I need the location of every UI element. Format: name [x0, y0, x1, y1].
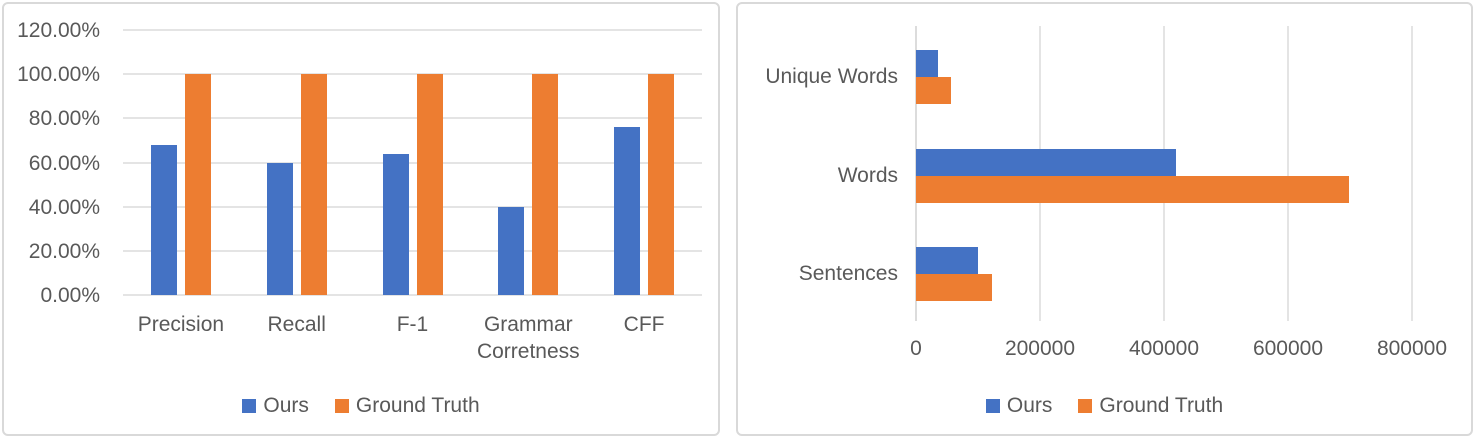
- gridline: [1411, 26, 1413, 321]
- bar-ground-truth: [916, 77, 952, 105]
- y-axis-tick-label: 100.00%: [17, 63, 100, 87]
- x-axis-tick-label: 200000: [1004, 337, 1076, 360]
- y-axis-tick-label: 20.00%: [28, 239, 100, 263]
- bar-ours: [916, 246, 978, 274]
- x-axis-tick-label: 600000: [1252, 337, 1324, 360]
- counts-bar-chart: 0 200000 400000 600000 800000 Unique Words Wor…: [738, 4, 1471, 434]
- bar-ours: [916, 50, 938, 78]
- x-axis-category-label: Grammar Corretness: [476, 313, 580, 363]
- y-axis-tick-label: 60.00%: [28, 151, 100, 175]
- gridline: [123, 294, 702, 296]
- x-axis-category-label: F-1: [396, 313, 429, 336]
- gridline: [123, 73, 702, 76]
- bar-ours: [382, 153, 409, 295]
- legend-item-ours: Ours: [242, 395, 309, 416]
- y-axis-tick-label: 120.00%: [17, 19, 100, 42]
- x-axis-category-label: CFF: [623, 313, 665, 336]
- x-axis-category-label: Precision: [137, 313, 225, 336]
- legend-item-ground-truth: Ground Truth: [334, 394, 480, 417]
- legend-label: Ground Truth: [355, 394, 480, 417]
- legend-label: Ours: [263, 394, 309, 417]
- bar-ground-truth: [184, 74, 211, 295]
- x-axis-category-label: Recall: [267, 313, 326, 336]
- gridline: [123, 205, 702, 208]
- y-axis-tick-label: 0.00%: [40, 284, 100, 307]
- legend-item-ours: Ours: [985, 394, 1053, 417]
- counts-chart-panel: 0 200000 400000 600000 800000 Unique Words Wor…: [736, 2, 1473, 436]
- y-axis-category-label: Unique Words: [765, 65, 898, 89]
- bar-ours: [614, 127, 641, 295]
- legend-label: Ground Truth: [1099, 394, 1224, 417]
- y-axis-tick-label: 40.00%: [28, 195, 100, 219]
- x-axis-tick-label: 400000: [1128, 337, 1200, 360]
- y-axis-category-label: Words: [837, 163, 898, 187]
- bar-ground-truth: [300, 74, 327, 295]
- bar-ours: [266, 162, 293, 295]
- bar-ours: [498, 206, 525, 295]
- metrics-chart-panel: 0.00% 20.00% 40.00% 60.00% 80.00% 100.00% 120.…: [2, 2, 720, 436]
- counts-chart-legend: Ours Ground Truth: [738, 395, 1471, 416]
- y-axis-category-label: Sentences: [798, 261, 898, 285]
- legend-swatch-ours: [985, 398, 1000, 413]
- legend-swatch-ground-truth: [1078, 398, 1093, 413]
- metrics-bar-chart: 0.00% 20.00% 40.00% 60.00% 80.00% 100.00% 120.…: [4, 4, 718, 434]
- bar-ground-truth: [648, 74, 675, 295]
- bar-ground-truth: [532, 74, 559, 295]
- y-axis-tick-label: 80.00%: [28, 107, 100, 131]
- bar-ours: [916, 148, 1177, 176]
- bar-ours: [150, 144, 177, 295]
- bar-ground-truth: [916, 175, 1349, 203]
- x-axis-tick-label: 800000: [1376, 337, 1448, 360]
- legend-swatch-ground-truth: [334, 398, 349, 413]
- bar-ground-truth: [916, 273, 992, 301]
- legend-swatch-ours: [242, 398, 257, 413]
- legend-label: Ours: [1006, 394, 1053, 417]
- legend-item-ground-truth: Ground Truth: [1078, 395, 1223, 416]
- gridline: [123, 29, 702, 31]
- gridline: [123, 161, 702, 164]
- bar-ground-truth: [416, 74, 443, 295]
- x-axis-tick-label: 0: [910, 337, 922, 360]
- gridline: [123, 117, 702, 120]
- gridline: [123, 249, 702, 252]
- gridline: [1287, 26, 1289, 321]
- metrics-chart-legend: Ours Ground Truth: [4, 395, 718, 416]
